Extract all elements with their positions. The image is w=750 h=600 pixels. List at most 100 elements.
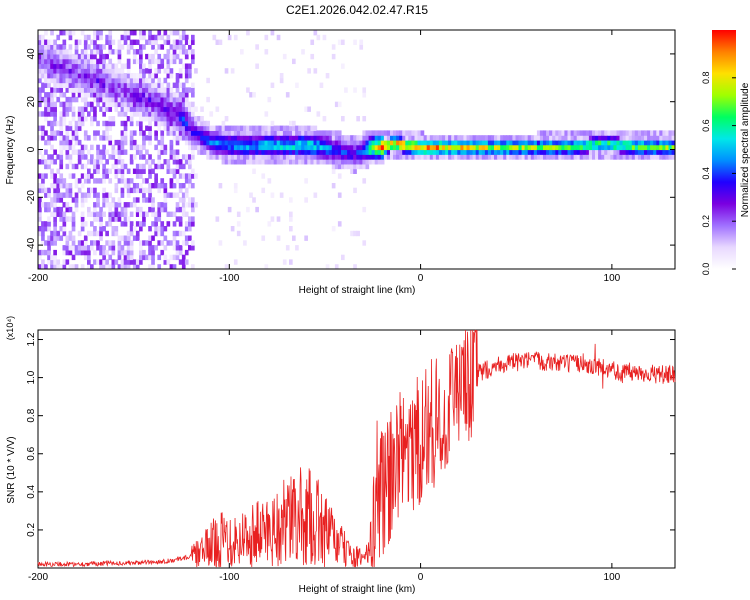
heatmap-cell (393, 130, 397, 136)
heatmap-cell (463, 154, 468, 160)
heatmap-cell (53, 92, 57, 98)
heatmap-cell (154, 39, 158, 45)
heatmap-cell (139, 254, 143, 261)
heatmap-cell (172, 92, 177, 98)
heatmap-cell (390, 139, 394, 146)
heatmap-cell (184, 139, 189, 146)
heatmap-cell (83, 192, 88, 198)
heatmap-cell (38, 49, 42, 55)
spectrogram-x-tick-label: -200 (28, 273, 48, 284)
heatmap-cell (151, 264, 155, 269)
heatmap-cell (261, 135, 266, 141)
heatmap-cell (148, 96, 152, 103)
heatmap-cell (637, 149, 642, 155)
heatmap-cell (515, 135, 520, 141)
heatmap-cell (466, 144, 471, 151)
heatmap-cell (178, 39, 183, 45)
heatmap-cell (47, 206, 51, 213)
heatmap-cell (521, 135, 526, 141)
heatmap-cell (249, 139, 253, 146)
heatmap-cell (555, 130, 559, 136)
heatmap-cell (206, 135, 210, 141)
heatmap-cell (178, 216, 183, 222)
heatmap-cell (484, 139, 489, 146)
heatmap-cell (41, 87, 45, 93)
heatmap-cell (442, 154, 446, 160)
heatmap-cell (261, 159, 266, 165)
heatmap-cell (83, 39, 88, 45)
heatmap-cell (111, 73, 116, 79)
heatmap-cell (120, 101, 125, 108)
heatmap-cell (607, 154, 611, 160)
heatmap-cell (521, 144, 526, 151)
heatmap-cell (240, 130, 244, 136)
heatmap-cell (53, 130, 57, 136)
heatmap-cell (83, 178, 88, 184)
heatmap-cell (188, 87, 192, 93)
heatmap-cell (62, 221, 67, 227)
heatmap-cell (74, 77, 79, 84)
heatmap-cell (166, 168, 171, 174)
heatmap-cell (96, 92, 100, 98)
heatmap-cell (558, 149, 562, 155)
heatmap-cell (405, 139, 409, 146)
heatmap-cell (129, 221, 134, 227)
heatmap-cell (500, 135, 504, 141)
heatmap-cell (117, 82, 122, 88)
heatmap-cell (44, 101, 48, 108)
heatmap-cell (62, 245, 67, 251)
heatmap-cell (188, 235, 192, 241)
heatmap-cell (139, 221, 143, 227)
heatmap-cell (484, 154, 489, 160)
heatmap-cell (243, 139, 247, 146)
heatmap-cell (87, 245, 91, 251)
heatmap-cell (157, 125, 162, 131)
heatmap-cell (47, 96, 51, 103)
heatmap-cell (65, 139, 70, 146)
heatmap-cell (163, 245, 168, 251)
heatmap-cell (38, 216, 42, 222)
heatmap-cell (129, 96, 134, 103)
heatmap-cell (362, 139, 367, 146)
heatmap-cell (313, 154, 318, 160)
heatmap-cell (328, 149, 333, 155)
heatmap-cell (301, 49, 305, 55)
heatmap-cell (160, 178, 165, 184)
heatmap-cell (393, 149, 397, 155)
heatmap-cell (157, 82, 162, 88)
heatmap-cell (166, 96, 171, 103)
heatmap-cell (90, 144, 94, 151)
heatmap-cell (99, 68, 103, 74)
heatmap-cell (120, 139, 125, 146)
heatmap-cell (47, 135, 51, 141)
heatmap-cell (356, 149, 360, 155)
heatmap-cell (298, 125, 302, 131)
heatmap-cell (637, 130, 642, 136)
heatmap-cell (539, 149, 544, 155)
heatmap-cell (402, 149, 406, 155)
heatmap-cell (423, 144, 428, 151)
heatmap-cell (313, 144, 318, 151)
heatmap-cell (157, 240, 162, 246)
heatmap-cell (93, 249, 97, 256)
heatmap-cell (59, 211, 64, 217)
heatmap-cell (206, 139, 210, 146)
heatmap-cell (414, 135, 419, 141)
heatmap-cell (96, 63, 100, 69)
heatmap-cell (44, 149, 48, 155)
heatmap-cell (588, 154, 593, 160)
heatmap-cell (298, 149, 302, 155)
heatmap-cell (252, 149, 256, 155)
heatmap-cell (145, 77, 149, 84)
heatmap-cell (117, 53, 122, 60)
heatmap-cell (71, 135, 76, 141)
spectrogram-cells (38, 30, 675, 269)
heatmap-cell (325, 130, 330, 136)
heatmap-cell (402, 139, 406, 146)
heatmap-cell (120, 163, 125, 170)
heatmap-cell (56, 44, 61, 50)
heatmap-cell (62, 216, 67, 222)
heatmap-cell (558, 139, 562, 146)
heatmap-cell (178, 183, 183, 189)
heatmap-cell (56, 73, 61, 79)
